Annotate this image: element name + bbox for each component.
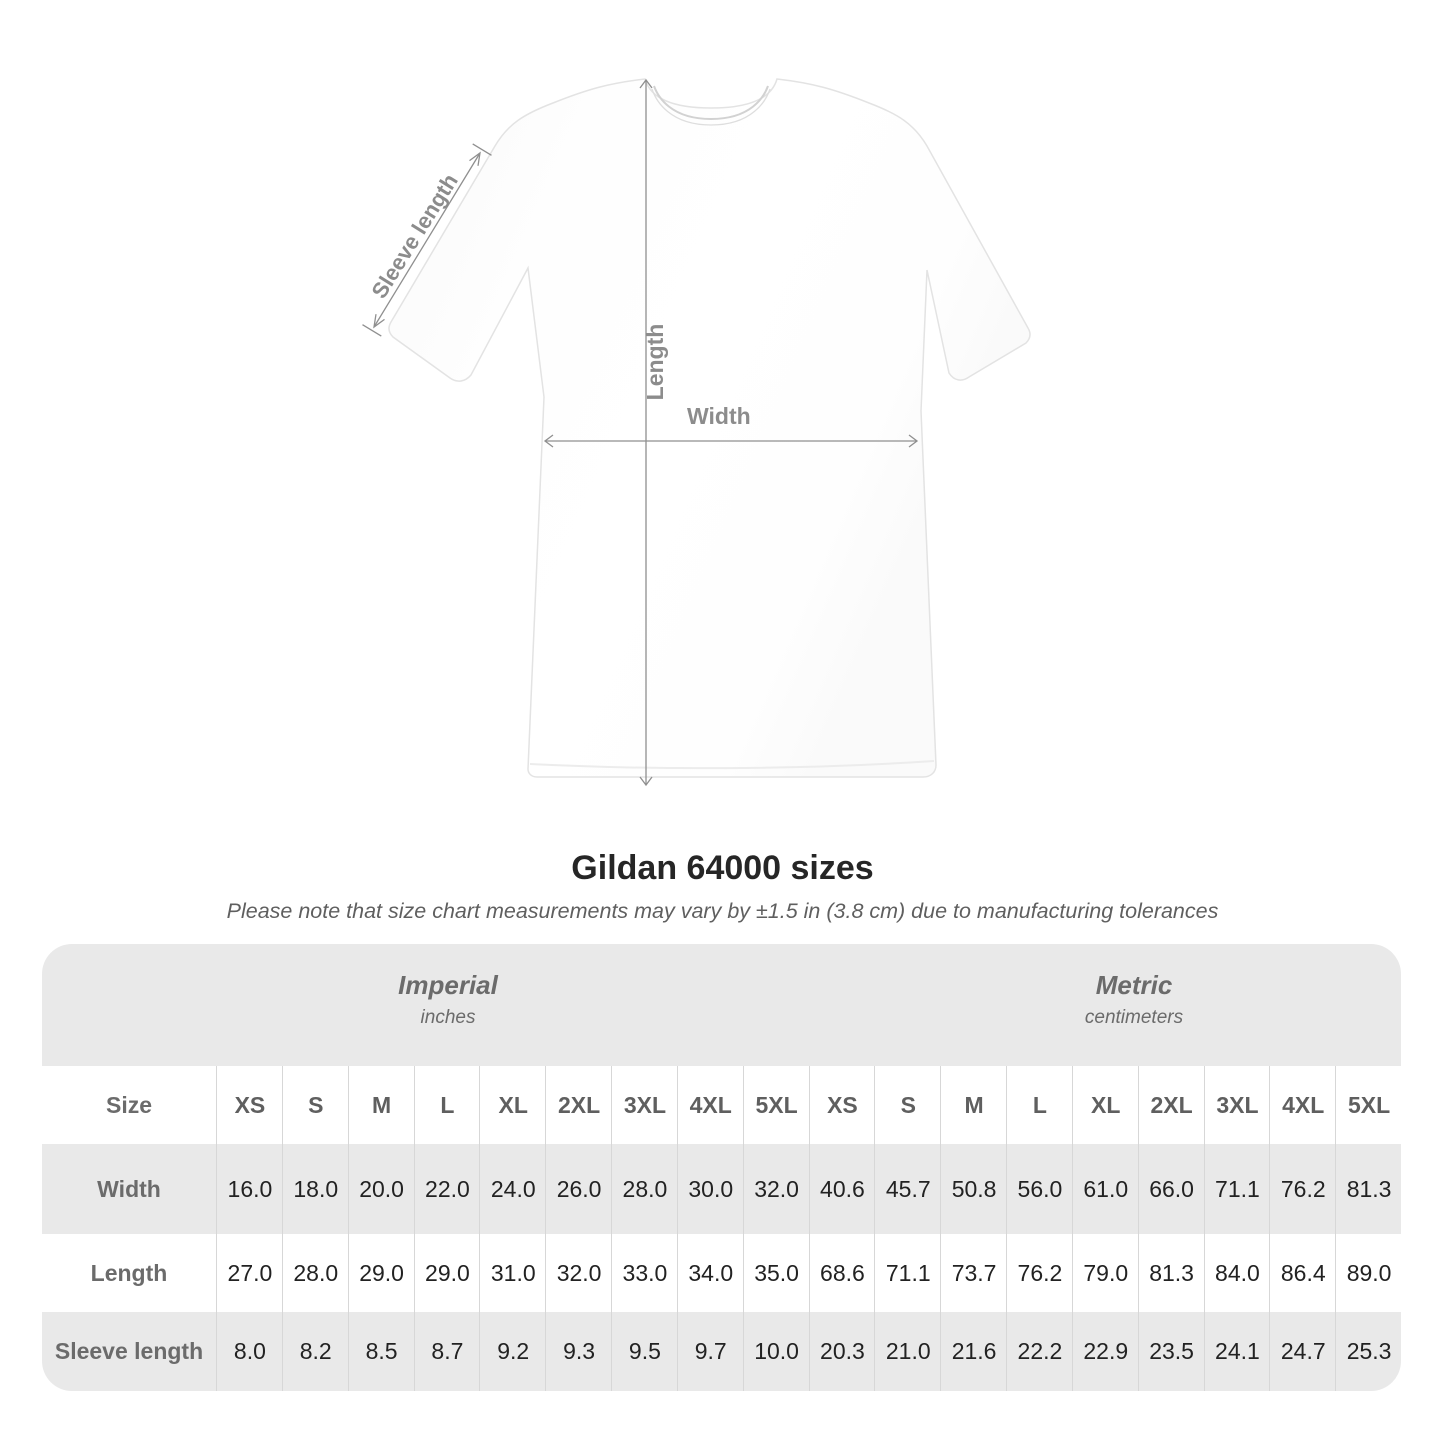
svg-text:Width: Width (687, 403, 751, 429)
svg-text:Length: Length (642, 324, 668, 401)
